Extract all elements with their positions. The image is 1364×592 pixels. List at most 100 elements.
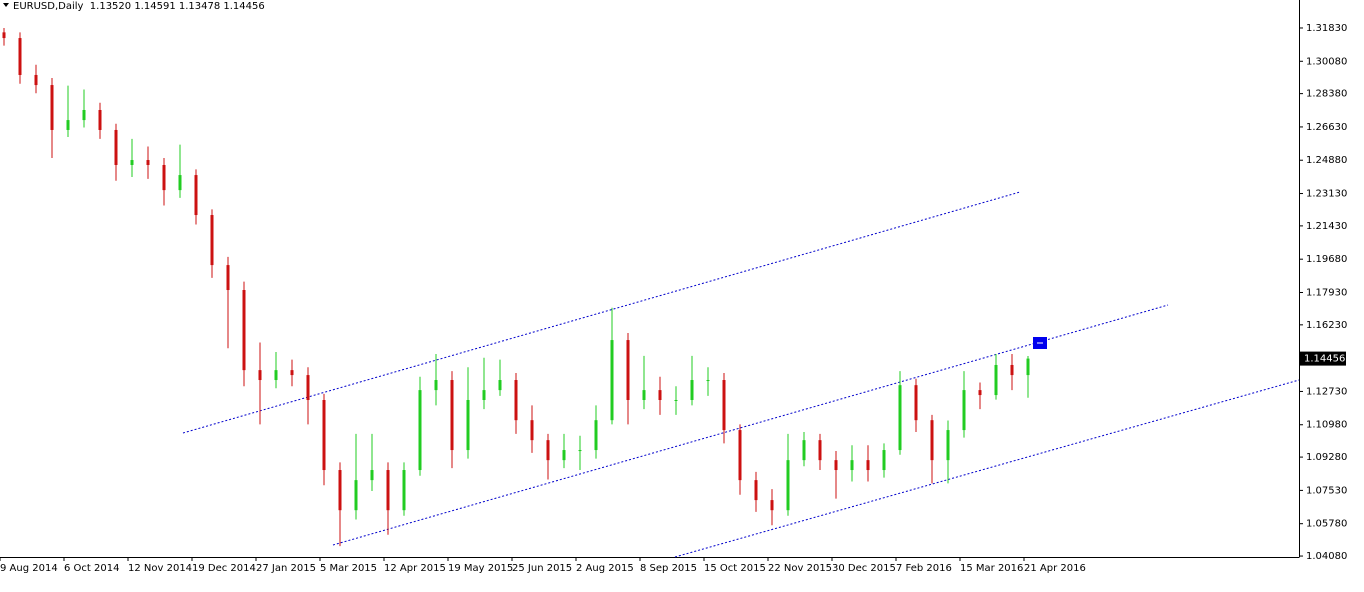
last-price-box: [1300, 351, 1346, 366]
candle-body: [434, 380, 438, 391]
candle-body: [98, 109, 102, 130]
y-tick-label: 1.05780: [1306, 519, 1347, 530]
x-tick-label: 8 Sep 2015: [640, 563, 697, 574]
candle-body: [354, 480, 358, 511]
x-tick-label: 9 Aug 2014: [0, 563, 58, 574]
y-tick-label: 1.21430: [1306, 221, 1347, 232]
trendlines: [182, 191, 1300, 558]
y-tick-label: 1.16230: [1306, 320, 1347, 331]
candle-body: [258, 370, 262, 381]
candle-body: [498, 380, 502, 391]
candle-body: [914, 385, 918, 421]
candle-body: [978, 390, 982, 396]
candle-body: [18, 38, 22, 75]
x-tick-label: 7 Feb 2016: [896, 563, 952, 574]
candle-body: [706, 380, 710, 382]
x-tick-label: 5 Mar 2015: [320, 563, 377, 574]
trendline: [182, 191, 1021, 434]
candle-body: [338, 470, 342, 511]
candle-body: [466, 400, 470, 451]
candle-body: [194, 175, 198, 216]
candle-body: [866, 460, 870, 471]
candle-body: [786, 460, 790, 511]
candle-body: [530, 420, 534, 441]
trendline: [674, 379, 1300, 558]
candle-body: [146, 160, 150, 165]
trendline: [332, 304, 1169, 546]
x-tick-label: 2 Aug 2015: [576, 563, 634, 574]
candle-body: [610, 340, 614, 421]
candle-body: [402, 470, 406, 511]
candle-body: [658, 390, 662, 401]
y-tick-label: 1.23130: [1306, 189, 1347, 200]
candle-body: [1010, 364, 1014, 376]
y-tick-label: 1.12730: [1306, 386, 1347, 397]
y-tick-label: 1.30080: [1306, 56, 1347, 67]
candle-body: [50, 85, 54, 130]
candle-body: [994, 364, 998, 396]
x-tick-label: 12 Apr 2015: [384, 563, 446, 574]
x-tick-label: 6 Oct 2014: [64, 563, 119, 574]
y-tick-label: 1.28380: [1306, 89, 1347, 100]
candle-body: [722, 380, 726, 431]
x-tick-label: 27 Jan 2015: [256, 563, 316, 574]
x-tick-label: 15 Mar 2016: [960, 563, 1023, 574]
y-tick-label: 1.31830: [1306, 23, 1347, 34]
candle-body: [578, 450, 582, 452]
candle-body: [898, 385, 902, 451]
candle-body: [770, 500, 774, 511]
candle-body: [1026, 358, 1030, 376]
candle-body: [274, 370, 278, 381]
candle-body: [882, 450, 886, 471]
candle-body: [738, 430, 742, 481]
candle-body: [370, 470, 374, 481]
candle-body: [514, 380, 518, 421]
candle-body: [834, 460, 838, 471]
candle-body: [450, 380, 454, 451]
candle-body: [210, 215, 214, 266]
y-tick-label: 1.24880: [1306, 155, 1347, 166]
candle-body: [594, 420, 598, 451]
candle-body: [546, 440, 550, 461]
x-tick-label: 19 May 2015: [448, 563, 513, 574]
candle-body: [674, 400, 678, 402]
chart-header: EURUSD,Daily 1.13520 1.14591 1.13478 1.1…: [13, 1, 265, 12]
candle-body: [818, 440, 822, 461]
candle-body: [642, 390, 646, 401]
candle-body: [82, 109, 86, 121]
candle-body: [562, 450, 566, 461]
x-tick-label: 21 Apr 2016: [1024, 563, 1086, 574]
candle-body: [754, 480, 758, 501]
candle-body: [418, 390, 422, 471]
y-tick-label: 1.09280: [1306, 452, 1347, 463]
y-tick-label: 1.07530: [1306, 485, 1347, 496]
menu-arrow[interactable]: [3, 3, 9, 7]
candle-body: [306, 375, 310, 401]
candle-body: [162, 164, 166, 191]
y-tick-label: 1.04080: [1306, 551, 1347, 562]
candle-body: [962, 390, 966, 431]
x-tick-label: 30 Dec 2015: [832, 563, 896, 574]
candle-body: [386, 470, 390, 511]
x-tick-label: 19 Dec 2014: [192, 563, 256, 574]
x-tick-label: 12 Nov 2014: [128, 563, 192, 574]
candle-body: [690, 380, 694, 401]
y-tick-label: 1.19680: [1306, 254, 1347, 265]
candle-body: [802, 440, 806, 461]
candle-body: [482, 390, 486, 401]
candle-body: [34, 74, 38, 86]
y-tick-label: 1.10980: [1306, 420, 1347, 431]
candle-body: [114, 129, 118, 165]
x-tick-label: 22 Nov 2015: [768, 563, 832, 574]
y-tick-label: 1.17930: [1306, 287, 1347, 298]
last-price-label: 1.14456: [1304, 354, 1345, 365]
candle-body: [322, 400, 326, 471]
candle-body: [130, 160, 134, 165]
candle-body: [242, 290, 246, 371]
x-tick-label: 15 Oct 2015: [704, 563, 766, 574]
candle-body: [178, 175, 182, 191]
candle-body: [66, 120, 70, 130]
